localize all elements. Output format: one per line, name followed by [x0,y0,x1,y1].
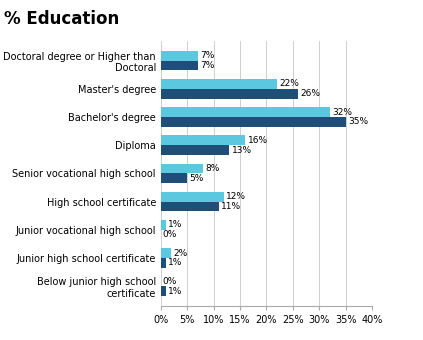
Text: 35%: 35% [348,117,368,126]
Text: 7%: 7% [200,61,214,70]
Text: 22%: 22% [279,79,299,88]
Text: 0%: 0% [163,230,177,239]
Text: 1%: 1% [168,220,182,230]
Bar [161,145,229,155]
Text: 7%: 7% [200,51,214,60]
Bar [161,117,346,127]
Bar [161,89,298,99]
Text: 11%: 11% [221,202,241,211]
Text: 16%: 16% [247,136,268,145]
Text: 13%: 13% [232,146,252,155]
Text: % Education: % Education [4,10,119,28]
Bar [161,258,166,268]
Text: 5%: 5% [190,174,203,183]
Text: 0%: 0% [163,277,177,286]
Bar [161,51,198,61]
Bar [161,173,187,183]
Bar [161,107,330,117]
Bar [161,164,203,173]
Text: 12%: 12% [226,192,246,201]
Text: 2%: 2% [173,249,188,258]
Bar [161,202,219,211]
Bar [161,79,277,89]
Bar [161,61,198,70]
Bar [161,135,245,145]
Text: 26%: 26% [300,89,320,98]
Bar [161,192,224,202]
Text: 32%: 32% [332,107,352,117]
Bar [161,286,166,296]
Text: 1%: 1% [168,287,182,296]
Bar [161,220,166,230]
Text: 8%: 8% [205,164,220,173]
Bar [161,248,171,258]
Text: 1%: 1% [168,258,182,268]
